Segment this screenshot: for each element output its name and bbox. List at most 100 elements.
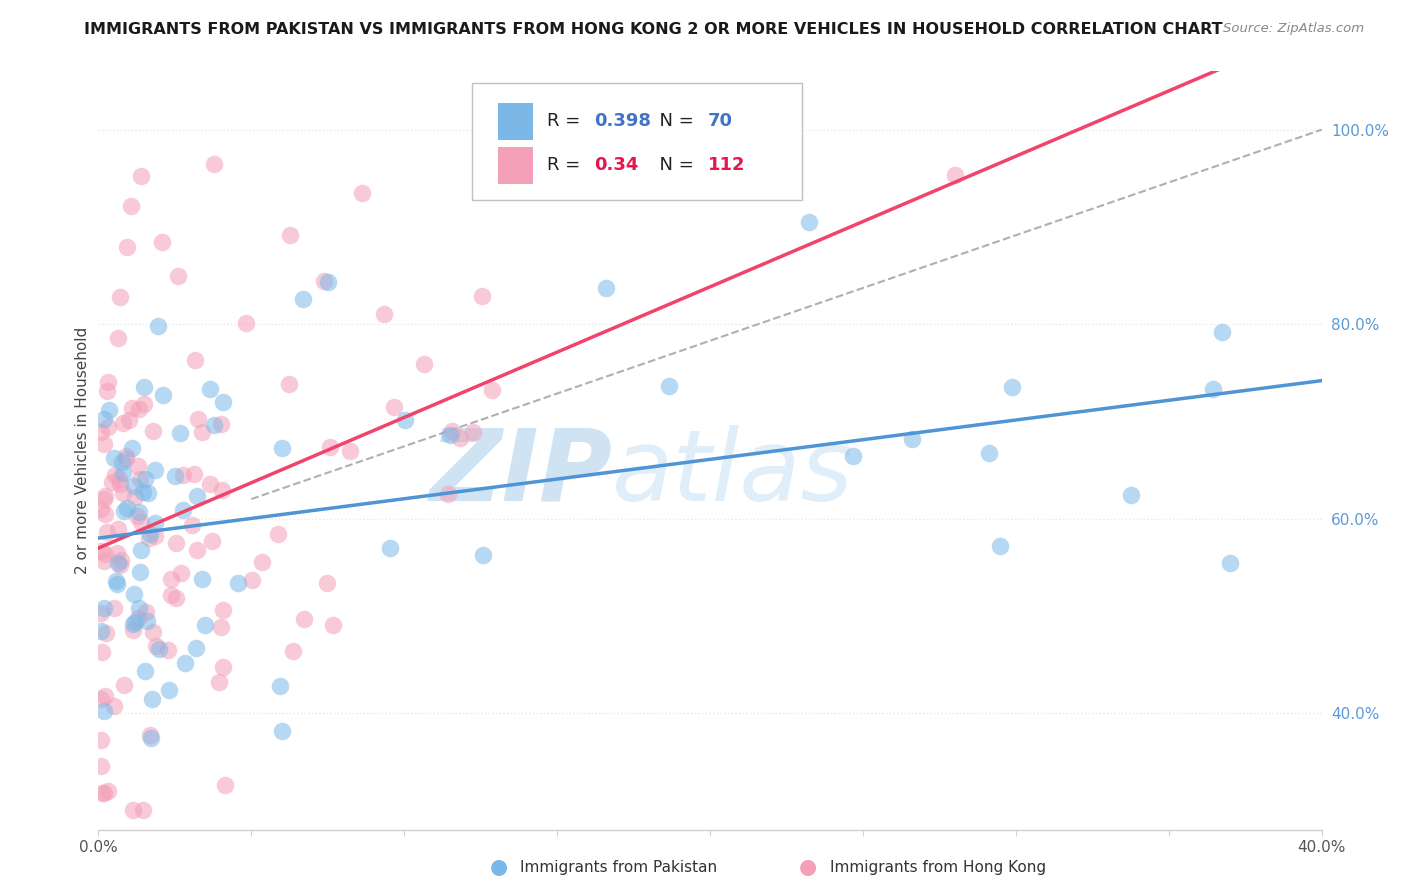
Point <box>439 428 461 442</box>
Point <box>129 542 152 557</box>
Point <box>100 475 122 490</box>
Point <box>143 462 166 476</box>
Point <box>93 554 115 568</box>
Y-axis label: 2 or more Vehicles in Household: 2 or more Vehicles in Household <box>75 326 90 574</box>
Point <box>202 157 225 171</box>
Point <box>135 605 157 619</box>
Point <box>339 443 361 458</box>
Point <box>103 601 125 615</box>
Point <box>240 573 263 587</box>
Point <box>97 784 120 798</box>
Point <box>211 483 233 497</box>
Text: Immigrants from Hong Kong: Immigrants from Hong Kong <box>830 860 1046 874</box>
Point <box>93 437 115 451</box>
Point <box>281 644 304 658</box>
Point <box>146 318 169 333</box>
Point <box>107 556 129 570</box>
Point <box>121 441 143 455</box>
Point <box>115 501 138 516</box>
Point <box>108 472 131 486</box>
Point <box>172 468 194 483</box>
Point <box>190 425 212 439</box>
Point <box>278 227 301 242</box>
Point <box>172 503 194 517</box>
Point <box>132 803 155 817</box>
Point <box>174 656 197 670</box>
Point <box>200 383 222 397</box>
Point <box>112 504 135 518</box>
Point <box>127 458 149 473</box>
Point <box>115 452 138 467</box>
Text: Immigrants from Pakistan: Immigrants from Pakistan <box>520 860 717 874</box>
Point <box>440 424 463 438</box>
Point <box>200 534 222 549</box>
Point <box>277 376 299 391</box>
Point <box>382 401 405 415</box>
Point <box>271 724 294 739</box>
Point <box>159 589 181 603</box>
Point <box>93 412 115 426</box>
Point <box>316 275 339 289</box>
Point <box>134 379 156 393</box>
FancyBboxPatch shape <box>471 83 801 201</box>
Point <box>165 535 187 549</box>
Point <box>202 417 225 432</box>
Point <box>90 543 112 558</box>
Point <box>270 441 292 455</box>
Point <box>124 490 146 504</box>
Point <box>266 526 288 541</box>
Point <box>134 664 156 678</box>
Point <box>90 606 112 620</box>
Point <box>200 477 222 491</box>
Point <box>142 424 165 438</box>
Point <box>129 472 152 486</box>
Point <box>1211 325 1233 339</box>
Point <box>350 186 373 201</box>
Point <box>437 487 460 501</box>
Point <box>115 240 138 254</box>
Point <box>110 558 132 572</box>
Point <box>166 268 188 283</box>
Point <box>90 692 112 706</box>
Point <box>157 643 180 657</box>
FancyBboxPatch shape <box>498 147 533 184</box>
Point <box>124 615 146 629</box>
Text: ZIP: ZIP <box>429 425 612 522</box>
Point <box>112 678 135 692</box>
Point <box>90 425 112 440</box>
Point <box>111 455 134 469</box>
FancyBboxPatch shape <box>498 103 533 140</box>
Point <box>187 411 209 425</box>
Point <box>292 292 315 306</box>
Point <box>180 517 202 532</box>
Point <box>165 591 187 605</box>
Point <box>121 803 143 817</box>
Point <box>131 485 153 500</box>
Point <box>461 425 484 439</box>
Point <box>373 307 395 321</box>
Point <box>97 420 120 434</box>
Point <box>797 215 820 229</box>
Point <box>150 235 173 250</box>
Point <box>127 509 149 524</box>
Point <box>94 547 117 561</box>
Point <box>186 542 208 557</box>
Text: 112: 112 <box>707 156 745 174</box>
Point <box>122 587 145 601</box>
Point <box>93 786 115 800</box>
Text: ●: ● <box>491 857 508 877</box>
Point <box>208 675 231 690</box>
Point <box>226 576 249 591</box>
Point <box>103 450 125 465</box>
Point <box>143 529 166 543</box>
Text: 70: 70 <box>707 112 733 130</box>
Point <box>250 555 273 569</box>
Point <box>132 397 155 411</box>
Point <box>142 625 165 640</box>
Point <box>380 541 402 555</box>
Point <box>111 485 134 500</box>
Point <box>129 566 152 580</box>
Point <box>169 425 191 440</box>
Point <box>128 601 150 615</box>
Point <box>322 617 344 632</box>
